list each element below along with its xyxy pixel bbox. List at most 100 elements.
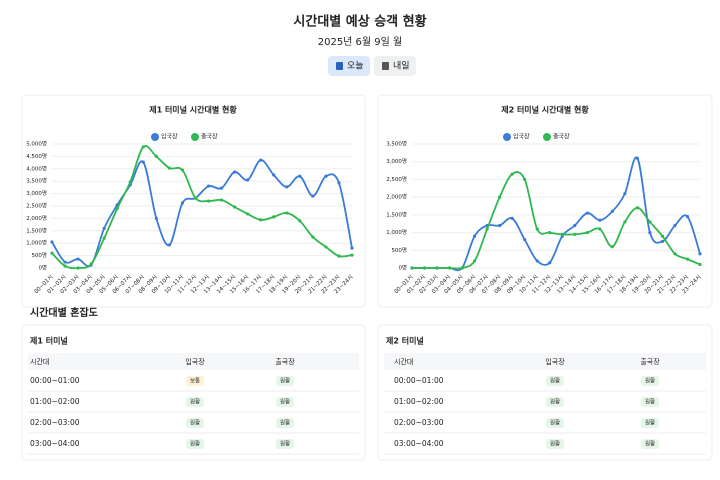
data-point (298, 219, 302, 223)
legend-marker (151, 133, 159, 141)
data-point (206, 184, 211, 188)
data-point (206, 199, 211, 203)
status-badge (641, 376, 659, 386)
data-point (219, 198, 224, 202)
status-label: 원활 (550, 398, 560, 406)
column-header: 출국장 (275, 357, 295, 366)
data-point (141, 160, 145, 164)
legend-label: 입국장 (513, 133, 530, 141)
data-point (76, 257, 80, 261)
section-title: 시간대별 혼잡도 (30, 306, 98, 319)
data-point (272, 215, 276, 219)
data-point (485, 227, 489, 231)
chart-card (377, 94, 713, 308)
y-tick-label: 2,000명 (386, 194, 407, 201)
data-point (660, 239, 665, 244)
data-point (623, 220, 627, 224)
data-point (63, 264, 67, 268)
series-line (51, 159, 353, 268)
data-point (50, 251, 54, 255)
data-point (89, 262, 93, 266)
status-label: 원활 (550, 440, 560, 448)
data-point (285, 211, 289, 215)
status-label: 원활 (280, 440, 290, 448)
data-point (324, 245, 328, 249)
data-point (115, 206, 119, 211)
status-label: 원활 (645, 419, 655, 427)
data-point (648, 220, 652, 224)
y-tick-label: 0명 (398, 265, 407, 272)
data-point (337, 254, 341, 258)
time-cell: 03:00~04:00 (394, 439, 444, 448)
data-point (623, 192, 627, 196)
data-point (350, 253, 354, 257)
data-point (167, 166, 171, 170)
data-point (102, 226, 106, 230)
data-point (498, 223, 502, 228)
data-point (259, 218, 263, 222)
data-point (673, 223, 677, 228)
status-badge (641, 397, 659, 407)
status-badge (546, 397, 564, 407)
y-tick-label: 4,000명 (26, 165, 47, 172)
time-cell: 00:00~01:00 (30, 376, 80, 385)
y-tick-label: 3,500명 (386, 141, 407, 148)
y-tick-label: 1,000명 (386, 229, 407, 236)
status-label: 원활 (190, 398, 200, 406)
status-badge (276, 418, 294, 428)
data-point (473, 234, 477, 238)
status-label: 원활 (645, 377, 655, 385)
data-point (660, 234, 665, 238)
status-label: 원활 (645, 440, 655, 448)
today-label[interactable]: 오늘 (347, 61, 364, 72)
status-badge (276, 397, 294, 407)
data-point (128, 180, 132, 184)
column-header: 출국장 (640, 357, 660, 366)
data-point (259, 158, 263, 162)
y-tick-label: 0명 (38, 265, 47, 272)
data-point (180, 201, 185, 205)
data-point (673, 252, 677, 256)
data-point (548, 230, 552, 235)
y-tick-label: 5,000명 (26, 141, 47, 148)
data-point (76, 266, 80, 270)
today-button[interactable] (328, 56, 370, 76)
data-point (285, 185, 289, 189)
y-tick-label: 3,000명 (386, 158, 407, 165)
terminal-name: 제1 터미널 (30, 336, 68, 346)
data-point (435, 266, 439, 270)
data-point (298, 174, 302, 178)
data-point (233, 170, 237, 174)
column-header: 입국장 (545, 357, 565, 366)
status-label: 원활 (190, 419, 200, 427)
y-tick-label: 1,500명 (26, 227, 47, 234)
terminal-name: 제2 터미널 (386, 336, 424, 346)
time-cell: 02:00~03:00 (30, 418, 80, 427)
data-point (573, 223, 577, 228)
time-cell: 00:00~01:00 (394, 376, 444, 385)
data-point (635, 156, 639, 160)
data-point (154, 154, 158, 158)
tomorrow-button[interactable] (374, 56, 416, 76)
status-badge (276, 439, 294, 449)
status-badge (276, 376, 294, 386)
chart-title: 제2 터미널 시간대별 현황 (501, 105, 589, 115)
data-point (219, 186, 224, 190)
y-tick-label: 500명 (31, 252, 47, 259)
data-point (102, 236, 106, 240)
status-badge (186, 418, 204, 428)
data-point (523, 177, 527, 182)
status-badge (546, 376, 564, 386)
y-tick-label: 1,000명 (26, 240, 47, 247)
data-point (50, 240, 54, 244)
tomorrow-label[interactable]: 내일 (393, 61, 410, 72)
data-point (193, 196, 198, 200)
data-point (598, 227, 602, 231)
legend-marker (543, 133, 551, 141)
page-title: 시간대별 예상 승객 현황 (293, 14, 426, 30)
data-point (523, 238, 527, 242)
legend-label: 출국장 (201, 133, 218, 141)
time-cell: 01:00~02:00 (394, 397, 444, 406)
data-point (535, 227, 539, 231)
table-header (28, 353, 359, 370)
